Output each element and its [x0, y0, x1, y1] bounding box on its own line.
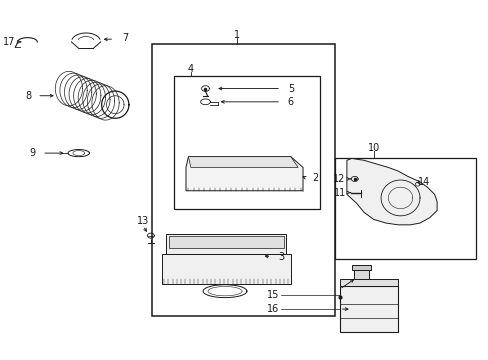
Bar: [334, 158, 475, 259]
Polygon shape: [185, 157, 303, 191]
Polygon shape: [346, 158, 436, 225]
Bar: [339, 279, 397, 286]
Text: 7: 7: [122, 33, 128, 43]
Text: 14: 14: [417, 177, 429, 187]
Text: 5: 5: [287, 84, 293, 94]
Text: 3: 3: [278, 252, 284, 262]
Text: 13: 13: [137, 216, 149, 226]
Polygon shape: [188, 157, 298, 167]
Text: 10: 10: [367, 143, 379, 153]
Text: 17: 17: [3, 37, 16, 47]
Polygon shape: [161, 253, 290, 284]
Text: 8: 8: [25, 91, 32, 101]
Text: 1: 1: [234, 30, 240, 40]
Text: 2: 2: [311, 173, 318, 183]
Text: 11: 11: [333, 188, 345, 198]
Text: 15: 15: [266, 290, 278, 300]
Bar: [166, 234, 285, 253]
Bar: [168, 235, 283, 248]
Text: 16: 16: [266, 304, 278, 314]
Text: 12: 12: [333, 174, 345, 184]
Bar: [351, 265, 370, 270]
Text: 6: 6: [287, 97, 293, 107]
Bar: [173, 76, 320, 209]
Bar: [339, 286, 397, 332]
Bar: [353, 270, 368, 279]
Text: 9: 9: [29, 148, 35, 158]
Text: 4: 4: [187, 64, 194, 74]
Bar: [152, 44, 334, 316]
